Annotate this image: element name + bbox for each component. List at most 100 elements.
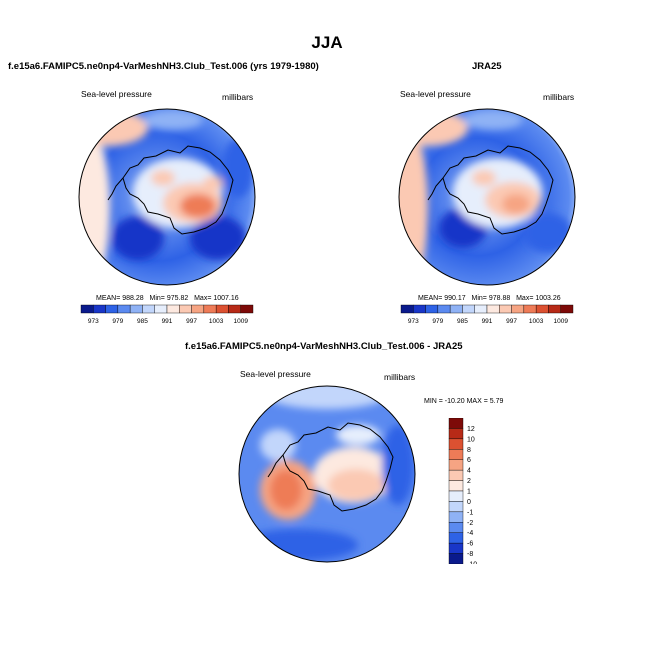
panel1-stats: MEAN= 988.28 Min= 975.82 Max= 1007.16 [96,295,239,302]
panel1-colorbar-tick-0: 973 [88,318,99,325]
panel2-colorbar-box-3 [437,304,451,314]
panel1-peninsula-coastline [107,177,124,201]
panel3-map-boundary [238,385,416,563]
panel3-variable-label: Sea-level pressure [240,369,311,379]
panel3-colorbar-box-2 [448,438,464,450]
panel1-colorbar-tick-1: 979 [112,318,123,325]
panel1-colorbar-box-2 [105,304,119,314]
panel3-colorbar-box-6 [448,480,464,492]
panel2-colorbar-tick-6: 1009 [553,318,568,325]
panel3-colorbar-tick-0: 12 [467,426,475,433]
panel1-mean: MEAN= 988.28 [96,295,144,302]
panel3-colorbar-box-13 [448,553,464,564]
panel3-colorbar-box-5 [448,469,464,481]
panel3-units-label: millibars [384,372,416,382]
panel2-variable-label: Sea-level pressure [400,89,471,99]
panel1-colorbar-box-5 [142,304,155,314]
panel1-colorbar-tick-2: 985 [137,318,148,325]
panel1-colorbar-box-7 [166,304,180,314]
panel3-colorbar-box-3 [448,449,464,460]
panel1-colorbar-box-9 [191,304,205,314]
figure-title: JJA [311,33,343,52]
panel3-peninsula-coastline [267,454,284,478]
panel1-antarctica-coastline [122,145,234,235]
panel1-colorbar-box-6 [154,304,168,314]
panel2-colorbar-box-6 [474,304,488,314]
panel3-colorbar-tick-10: -4 [467,530,473,537]
panel2-colorbar-box-9 [511,304,525,314]
panel2-colorbar-box-13 [560,304,574,314]
panel1-colorbar-box-11 [215,304,229,314]
panel1-colorbar-tick-4: 997 [186,318,197,325]
panel2-colorbar-box-4 [449,304,463,314]
panel3-title: f.e15a6.FAMIPC5.ne0np4-VarMeshNH3.Club_T… [185,341,463,352]
panel1-colorbar-box-0 [80,304,94,314]
panel2-colorbar-tick-5: 1003 [529,318,544,325]
panel2-colorbar-tick-3: 991 [482,318,493,325]
panel3-colorbar-tick-3: 6 [467,457,471,464]
panel2-colorbar-tick-0: 973 [408,318,419,325]
panel2-colorbar-box-10 [523,304,537,314]
panel3-colorbar-tick-11: -6 [467,541,473,548]
panel3-colorbar-box-9 [448,511,464,523]
panel2-max: Max= 1003.26 [516,295,561,302]
panel2-min: Min= 978.88 [471,295,511,302]
panel1-colorbar-box-12 [228,304,241,314]
panel2-colorbar-box-1 [413,304,426,314]
panel3-colorbar-tick-6: 1 [467,489,471,496]
panel2-mean: MEAN= 990.17 [418,295,466,302]
panel2-colorbar-tick-1: 979 [432,318,443,325]
panel1-colorbar-box-13 [240,304,254,314]
panel1-min: Min= 975.82 [149,295,189,302]
panel3-colorbar-tick-7: 0 [467,499,471,506]
panel3-colorbar-box-10 [448,522,464,533]
panel2-colorbar-box-12 [548,304,561,314]
panel3-colorbar-tick-4: 4 [467,468,471,475]
panel2-colorbar-box-8 [499,304,512,314]
panel3-colorbar-box-11 [448,532,464,544]
panel3-colorbar-box-7 [448,490,464,502]
panel1-polar-map [78,108,256,286]
panel2-peninsula-coastline [427,177,444,201]
panel3-colorbar-box-1 [448,428,464,440]
panel3-colorbar-tick-9: -2 [467,520,473,527]
panel3-colorbar-tick-5: 2 [467,478,471,485]
panel3-colorbar-box-0 [448,418,464,429]
panel3-antarctica-coastline [282,422,394,512]
panel1-max: Max= 1007.16 [194,295,239,302]
panel2-stats: MEAN= 990.17 Min= 978.88 Max= 1003.26 [418,295,561,302]
panel2-map-boundary [398,108,576,286]
panel1-colorbar-box-8 [179,304,192,314]
panel3-colorbar-box-4 [448,459,464,471]
panel1-colorbar-tick-6: 1009 [233,318,248,325]
panel2-colorbar: 973979985991997100310091015 [400,304,574,325]
panel3-colorbar-tick-12: -8 [467,551,473,558]
panel2-colorbar-box-2 [425,304,439,314]
panel2-title: JRA25 [472,61,502,72]
panel2-colorbar-box-0 [400,304,414,314]
panel1-map-boundary [78,108,256,286]
panel2-colorbar-box-7 [486,304,500,314]
panel2-colorbar-tick-2: 985 [457,318,468,325]
panel2-units-label: millibars [543,92,575,102]
panel1-variable-label: Sea-level pressure [81,89,152,99]
panel1-colorbar-box-10 [203,304,217,314]
panel1-colorbar-box-1 [93,304,106,314]
panel3-colorbar-box-12 [448,542,464,554]
panel1-title: f.e15a6.FAMIPC5.ne0np4-VarMeshNH3.Club_T… [8,61,319,72]
panel2-colorbar-box-11 [535,304,549,314]
panel3-polar-map [238,385,416,563]
panel1-units-label: millibars [222,92,254,102]
panel3-stats: MIN = -10.20 MAX = 5.79 [424,398,504,405]
panel3-colorbar-tick-2: 8 [467,447,471,454]
panel2-colorbar-box-5 [462,304,475,314]
panel1-colorbar-tick-3: 991 [162,318,173,325]
panel3-colorbar-tick-8: -1 [467,509,473,516]
panel3-colorbar-tick-1: 10 [467,436,475,443]
panel1-colorbar-tick-5: 1003 [209,318,224,325]
panel1-colorbar: 973979985991997100310091015 [80,304,254,325]
panel3-colorbar-box-8 [448,501,464,513]
panel3-colorbar-tick-13: -10 [467,562,477,565]
panel1-colorbar-box-4 [129,304,143,314]
